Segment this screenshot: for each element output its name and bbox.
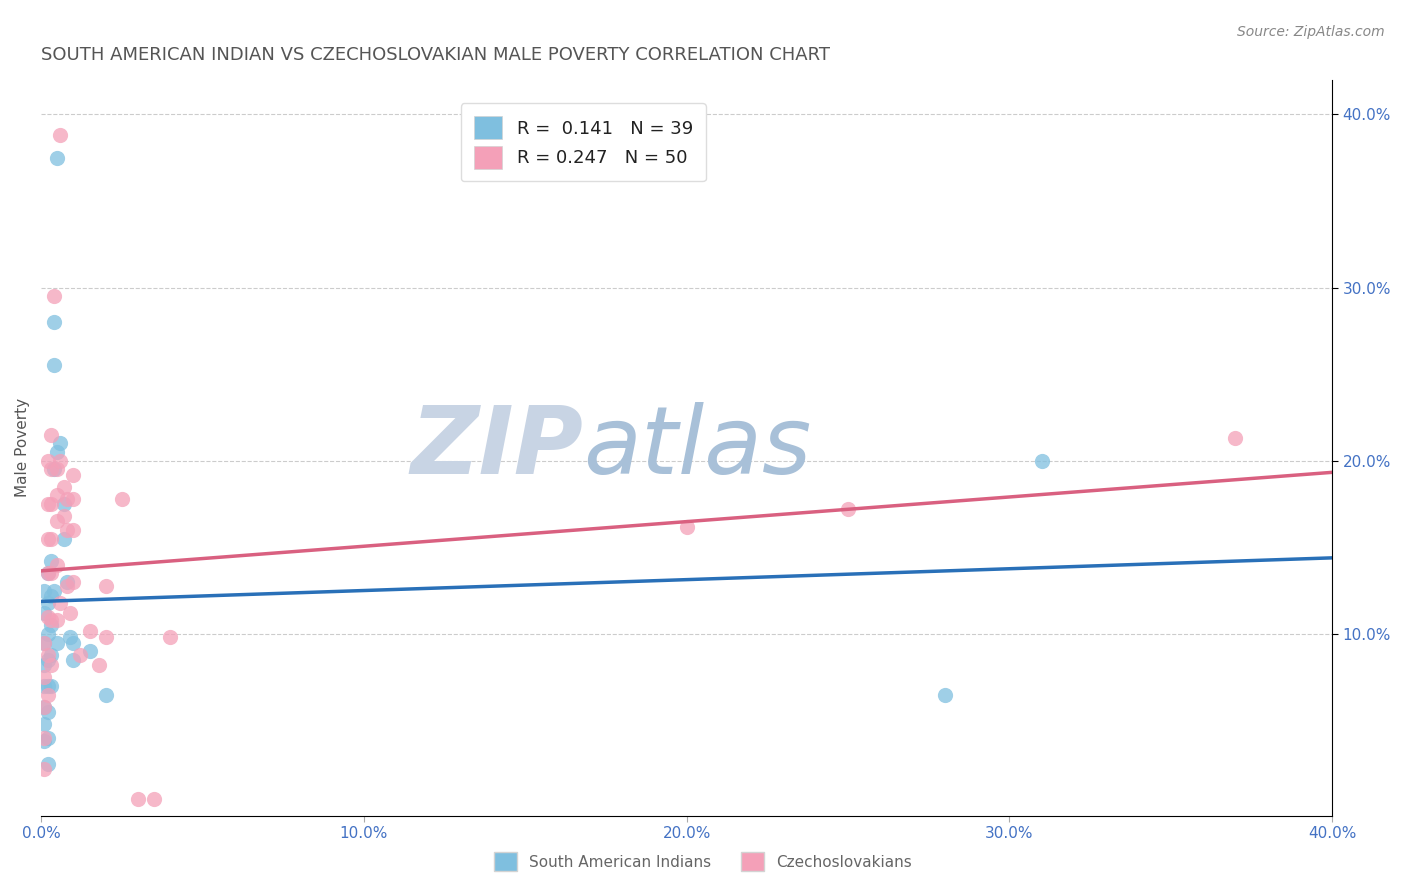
Point [94, 578, 117, 592]
Point [37, 454, 59, 468]
Point [49, 454, 72, 468]
Point [39, 613, 62, 627]
Text: Source: ZipAtlas.com: Source: ZipAtlas.com [1237, 25, 1385, 39]
Point [34, 583, 56, 598]
Point [37, 566, 59, 581]
Point [37, 497, 59, 511]
Point [37, 627, 59, 641]
Point [62, 523, 84, 537]
Point [37, 731, 59, 745]
Point [111, 491, 134, 506]
Point [49, 436, 72, 450]
Point [62, 635, 84, 649]
Point [42, 462, 65, 476]
Point [52, 497, 75, 511]
Point [46, 558, 69, 572]
Point [837, 502, 859, 516]
Point [34, 670, 56, 684]
Point [37, 566, 59, 581]
Point [62, 467, 84, 482]
Point [34, 699, 56, 714]
Point [59, 631, 82, 645]
Point [49, 128, 72, 142]
Point [79, 644, 101, 658]
Y-axis label: Male Poverty: Male Poverty [15, 398, 30, 498]
Text: atlas: atlas [583, 402, 811, 493]
Point [46, 462, 69, 476]
Point [39, 658, 62, 673]
Point [39, 589, 62, 603]
Point [34, 635, 56, 649]
Point [59, 606, 82, 620]
Point [62, 575, 84, 590]
Point [42, 289, 65, 303]
Point [46, 445, 69, 459]
Point [46, 613, 69, 627]
Point [52, 480, 75, 494]
Point [934, 688, 956, 702]
Point [34, 762, 56, 776]
Point [39, 497, 62, 511]
Point [39, 648, 62, 662]
Point [143, 791, 166, 805]
Point [42, 359, 65, 373]
Point [39, 566, 62, 581]
Point [34, 606, 56, 620]
Point [34, 679, 56, 693]
Point [37, 648, 59, 662]
Point [34, 731, 56, 745]
Point [39, 679, 62, 693]
Point [56, 491, 79, 506]
Point [37, 596, 59, 610]
Point [37, 705, 59, 719]
Point [37, 688, 59, 702]
Point [39, 618, 62, 632]
Point [46, 151, 69, 165]
Point [69, 648, 91, 662]
Point [52, 532, 75, 546]
Point [46, 515, 69, 529]
Point [39, 554, 62, 568]
Point [159, 631, 181, 645]
Text: ZIP: ZIP [411, 401, 583, 494]
Point [34, 635, 56, 649]
Point [79, 624, 101, 638]
Point [94, 688, 117, 702]
Point [62, 491, 84, 506]
Point [42, 315, 65, 329]
Point [62, 653, 84, 667]
Point [37, 756, 59, 771]
Point [49, 596, 72, 610]
Point [34, 658, 56, 673]
Text: SOUTH AMERICAN INDIAN VS CZECHOSLOVAKIAN MALE POVERTY CORRELATION CHART: SOUTH AMERICAN INDIAN VS CZECHOSLOVAKIAN… [41, 46, 830, 64]
Legend: South American Indians, Czechoslovakians: South American Indians, Czechoslovakians [488, 847, 918, 877]
Point [34, 717, 56, 731]
Point [1031, 454, 1053, 468]
Point [675, 519, 697, 533]
Point [37, 609, 59, 624]
Point [89, 658, 111, 673]
Point [46, 635, 69, 649]
Point [39, 427, 62, 442]
Point [46, 488, 69, 502]
Point [37, 679, 59, 693]
Point [37, 532, 59, 546]
Point [34, 734, 56, 748]
Point [39, 462, 62, 476]
Point [1225, 431, 1247, 445]
Point [56, 523, 79, 537]
Point [56, 578, 79, 592]
Point [39, 532, 62, 546]
Point [52, 509, 75, 524]
Point [56, 575, 79, 590]
Point [34, 699, 56, 714]
Point [37, 653, 59, 667]
Legend: R =  0.141   N = 39, R = 0.247   N = 50: R = 0.141 N = 39, R = 0.247 N = 50 [461, 103, 706, 181]
Point [127, 791, 149, 805]
Point [94, 631, 117, 645]
Point [42, 583, 65, 598]
